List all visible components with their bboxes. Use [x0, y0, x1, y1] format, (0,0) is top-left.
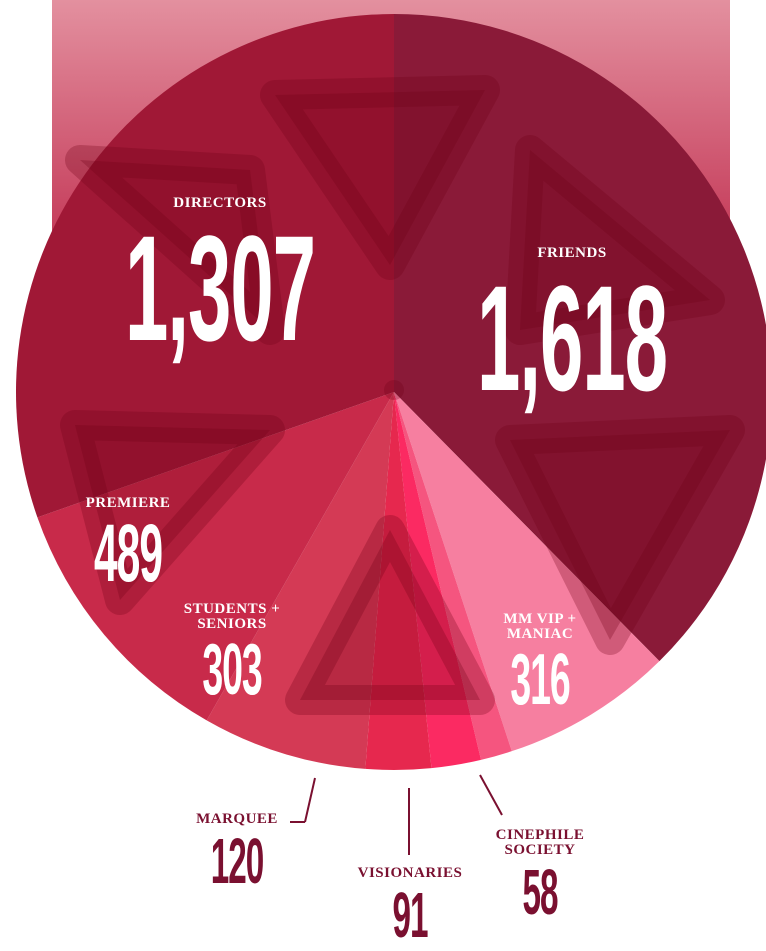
value-label: 1,307	[125, 213, 315, 363]
value-label: 120	[211, 829, 263, 893]
value-label: 1,618	[477, 263, 667, 413]
value-label: 58	[514, 860, 566, 924]
chart	[0, 0, 766, 948]
leader-lines	[290, 775, 502, 855]
value-label: 303	[196, 634, 269, 706]
category-name: CINEPHILE SOCIETY	[490, 828, 590, 858]
value-label: 91	[374, 883, 447, 947]
category-name: STUDENTS + SENIORS	[162, 602, 302, 632]
value-label: 489	[94, 513, 162, 595]
page: FRIENDS1,618 MM VIP + MANIAC316 CINEPHILE …	[0, 0, 766, 948]
category-name: MM VIP + MANIAC	[495, 612, 585, 642]
value-label: 316	[510, 644, 569, 716]
